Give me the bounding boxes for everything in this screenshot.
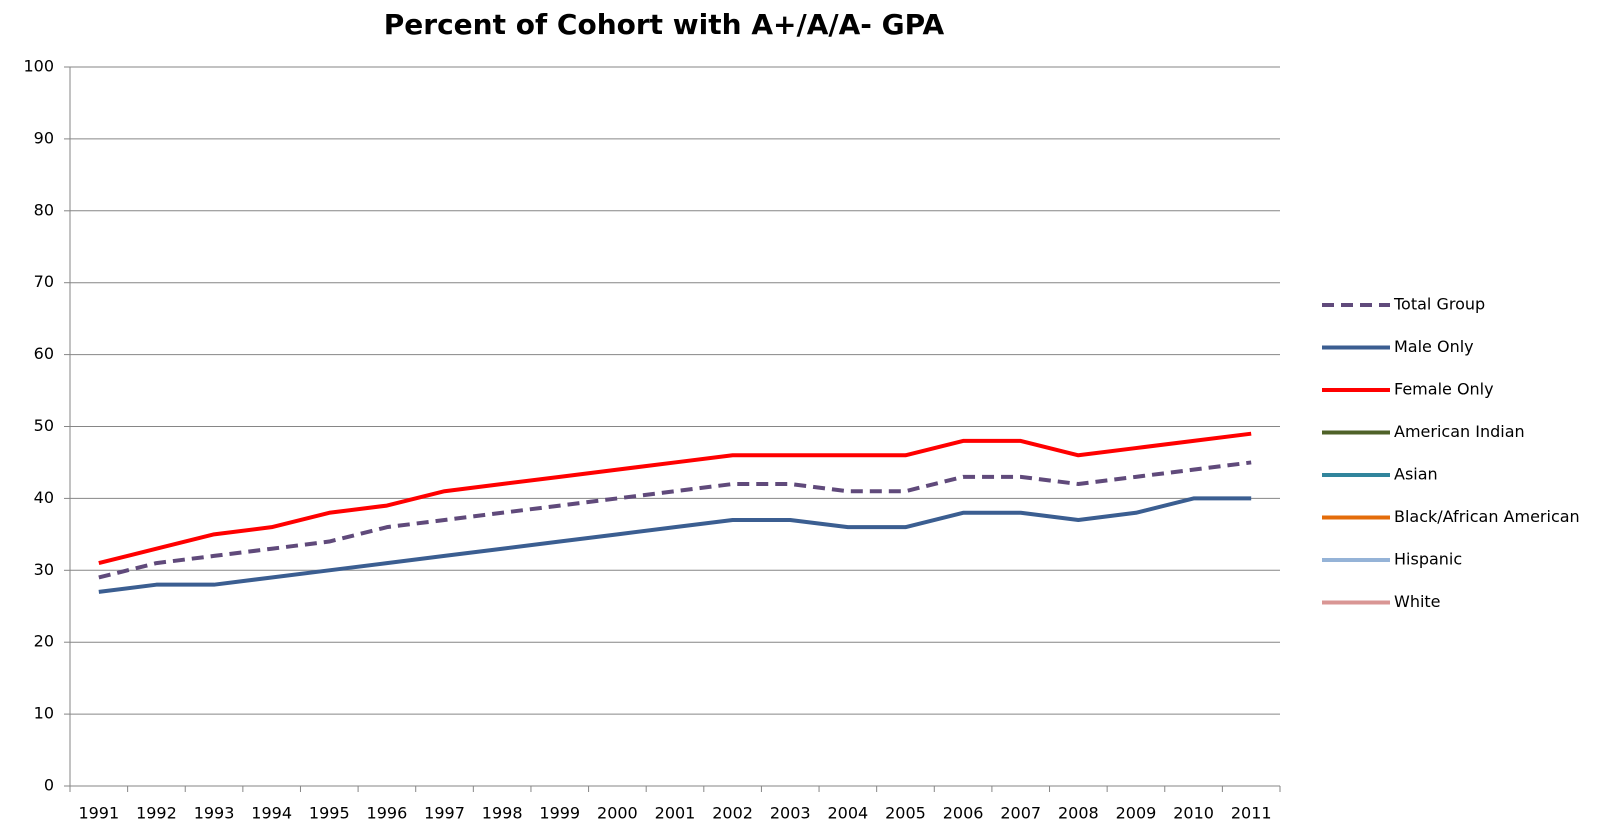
y-tick-label: 40 — [34, 488, 54, 507]
x-tick-label: 1992 — [136, 804, 177, 823]
legend-label: White — [1394, 592, 1441, 611]
y-tick-label: 100 — [23, 57, 54, 76]
series-line — [98, 431, 1252, 566]
x-tick-label: 1994 — [251, 804, 292, 823]
x-tick-label: 2009 — [1116, 804, 1157, 823]
x-tick-label: 2007 — [1000, 804, 1041, 823]
y-tick-label: 70 — [34, 272, 54, 291]
x-tick-label: 1997 — [424, 804, 465, 823]
legend-label: American Indian — [1394, 422, 1525, 441]
x-tick-label: 2001 — [655, 804, 696, 823]
chart-title: Percent of Cohort with A+/A/A- GPA — [384, 8, 945, 41]
x-tick-label: 1995 — [309, 804, 350, 823]
x-tick-label: 2011 — [1231, 804, 1272, 823]
x-tick-label: 1993 — [194, 804, 235, 823]
x-tick-label: 2008 — [1058, 804, 1099, 823]
legend-label: Asian — [1394, 465, 1438, 484]
x-tick-label: 2010 — [1173, 804, 1214, 823]
series-line — [98, 496, 1252, 594]
y-tick-label: 20 — [34, 632, 54, 651]
legend-label: Female Only — [1394, 380, 1494, 399]
legend-label: Total Group — [1393, 295, 1485, 314]
y-tick-label: 50 — [34, 416, 54, 435]
y-tick-label: 30 — [34, 560, 54, 579]
legend-label: Hispanic — [1394, 550, 1462, 569]
y-tick-label: 80 — [34, 200, 54, 219]
legend-label: Male Only — [1394, 337, 1474, 356]
x-tick-label: 2002 — [712, 804, 753, 823]
x-tick-label: 2003 — [770, 804, 811, 823]
y-tick-label: 90 — [34, 128, 54, 147]
x-tick-label: 1991 — [78, 804, 119, 823]
series-line — [98, 460, 1252, 580]
y-tick-label: 0 — [44, 776, 54, 795]
x-tick-label: 2005 — [885, 804, 926, 823]
x-tick-label: 1999 — [539, 804, 580, 823]
x-tick-label: 1996 — [367, 804, 408, 823]
y-tick-label: 10 — [34, 704, 54, 723]
x-tick-label: 2004 — [827, 804, 868, 823]
x-tick-label: 1998 — [482, 804, 523, 823]
x-tick-label: 2006 — [943, 804, 984, 823]
x-tick-label: 2000 — [597, 804, 638, 823]
legend-label: Black/African American — [1394, 507, 1580, 526]
y-tick-label: 60 — [34, 344, 54, 363]
